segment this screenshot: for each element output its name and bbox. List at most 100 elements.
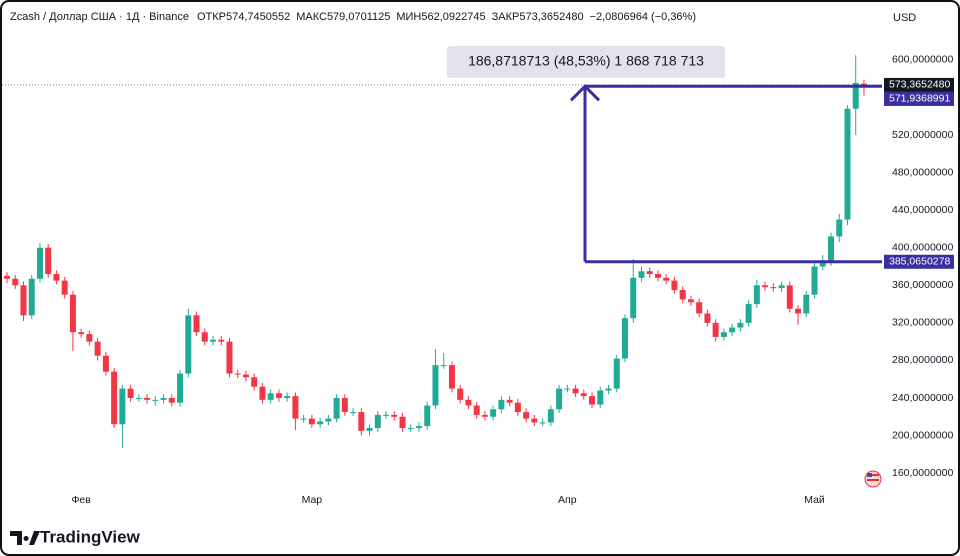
candle-body: [177, 373, 184, 403]
candle-body: [860, 83, 867, 85]
candle-body: [152, 399, 159, 401]
candle-body: [523, 412, 530, 419]
candle-body: [473, 405, 480, 415]
candle-body: [498, 399, 505, 410]
candle-body: [341, 397, 348, 413]
candle-body: [440, 365, 447, 367]
candle-body: [317, 421, 324, 425]
candle-body: [45, 247, 52, 275]
candle-body: [613, 358, 620, 389]
candle-body: [448, 365, 455, 389]
candle-body: [144, 397, 151, 400]
candle-body: [94, 341, 101, 356]
candle-body: [687, 299, 694, 303]
candle-body: [275, 393, 282, 398]
candle-body: [712, 322, 719, 337]
header-text: МАКС: [296, 11, 327, 23]
logo-icon: [10, 531, 40, 545]
candle-body: [720, 332, 727, 337]
candle-body: [564, 388, 571, 390]
candle-body: [292, 396, 299, 419]
candle-body: [547, 409, 554, 423]
candle-body: [704, 313, 711, 323]
header-text: 573,3652480: [519, 11, 583, 23]
y-tick-label: 240,0000000: [892, 392, 953, 404]
header-text: 579,0701125: [327, 11, 390, 23]
candle-body: [251, 377, 258, 387]
candle-body: [638, 271, 645, 278]
y-tick-label: 440,0000000: [892, 204, 953, 216]
y-tick-label: 520,0000000: [892, 129, 953, 141]
candle-body: [210, 339, 216, 342]
candle-body: [828, 236, 834, 262]
header-text: 574,7450552: [226, 11, 290, 23]
candle-body: [663, 277, 670, 281]
y-tick-label: 160,0000000: [892, 467, 953, 479]
x-tick-label: Апр: [558, 494, 577, 506]
candle-body: [424, 405, 431, 427]
candle-body: [12, 278, 19, 286]
candle-body: [737, 322, 744, 328]
measure-label: 186,8718713 (48,53%) 1 868 718 713: [468, 53, 704, 69]
candle-body: [358, 412, 365, 431]
candle-body: [556, 388, 563, 410]
candle-body: [514, 402, 521, 413]
candle-body: [490, 409, 497, 417]
flag-stripe: [867, 479, 879, 481]
plot-area: [4, 55, 867, 448]
candle-body: [729, 327, 736, 333]
measure-bottom-box: [884, 254, 954, 269]
candle-body: [391, 414, 398, 417]
candle-body: [778, 285, 785, 289]
candle-body: [531, 418, 538, 423]
last-price-label: 573,3652480: [889, 79, 950, 91]
candle-body: [78, 332, 85, 335]
candle-body: [399, 416, 406, 429]
candle-body: [201, 332, 208, 342]
candle-body: [630, 277, 637, 319]
candle-body: [539, 422, 546, 424]
candle-body: [374, 414, 381, 429]
logo: TradingView: [10, 527, 141, 546]
y-tick-label: 280,0000000: [892, 354, 953, 366]
y-tick-label: 360,0000000: [892, 279, 953, 291]
last-price-box: [884, 77, 954, 92]
candle-body: [28, 278, 35, 316]
measure-box: [447, 46, 725, 78]
candle-body: [572, 388, 579, 394]
candle-body: [679, 289, 686, 300]
candle-body: [383, 414, 390, 416]
candle-body: [481, 414, 488, 417]
candle-body: [61, 280, 68, 295]
header-text: МИН: [396, 11, 421, 23]
measure-bottom-label: 385,0650278: [889, 256, 950, 268]
header-text: 562,0922745: [421, 11, 485, 23]
measure-arrowhead: [569, 84, 601, 102]
candle-body: [53, 274, 60, 281]
header-text: −2,0806964 (−0,36%): [590, 11, 696, 23]
candle-body: [350, 412, 357, 414]
candle-body: [506, 399, 513, 403]
candle-body: [168, 397, 175, 403]
flag-stripe: [867, 474, 879, 476]
candle-body: [218, 339, 225, 342]
candle-body: [622, 318, 628, 359]
y-tick-label: 200,0000000: [892, 429, 953, 441]
header-text: ОТКР: [197, 11, 226, 23]
candle-body: [333, 397, 340, 419]
candle-body: [580, 393, 587, 397]
x-tick-label: Фев: [71, 494, 91, 506]
x-tick-label: Мар: [302, 494, 323, 506]
y-tick-label: 400,0000000: [892, 242, 953, 254]
candle-body: [457, 388, 464, 400]
flag-canton: [867, 473, 872, 477]
candle-body: [36, 247, 43, 279]
candle-body: [135, 397, 142, 399]
candle-body: [226, 341, 233, 374]
candle-body: [325, 418, 332, 422]
candle-body: [259, 386, 266, 400]
header-text: ЗАКР: [492, 11, 520, 23]
candle-body: [803, 294, 810, 314]
candle-body: [111, 371, 118, 425]
